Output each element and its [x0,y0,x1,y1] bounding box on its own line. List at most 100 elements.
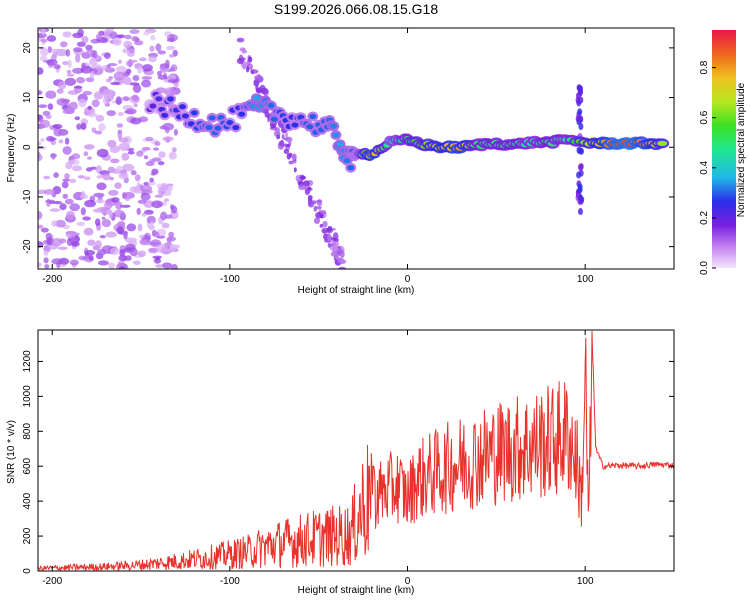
spectral-speckle [165,59,170,69]
spectral-speckle [157,161,165,166]
ridge-core [190,110,198,116]
spectral-speckle [104,200,113,210]
spectral-speckle [38,90,43,95]
snr-y-tick-label: 600 [22,457,33,474]
ridge-core [167,96,175,102]
spectral-speckle [119,249,126,257]
spectral-speckle [173,128,178,136]
spectral-tail [303,180,310,187]
spectral-speckle [160,184,169,191]
spectral-speckle [38,141,42,146]
spectral-speckle [80,191,86,198]
spectral-speckle [87,156,92,160]
spectral-speckle [136,150,144,157]
spectral-speckle [64,198,74,205]
spectral-speckle [51,237,63,247]
spectral-speckle [167,185,173,192]
spectral-speckle [53,127,63,137]
spectral-speckle [84,199,96,208]
chart-title: S199.2026.066.08.15.G18 [274,1,438,17]
spectral-speckle [94,240,102,249]
spectral-speckle [47,46,52,54]
spectral-speckle [155,43,162,52]
spectral-speckle [96,148,109,158]
ridge-core [330,123,338,129]
spectral-speckle [124,34,132,40]
spectral-speckle [73,47,83,53]
spectral-speckle [38,224,44,229]
spectral-speckle [148,55,157,63]
spectral-speckle [43,250,49,256]
spectral-speckle [81,62,86,70]
spectral-speckle [149,221,154,229]
spectral-speckle [57,80,67,90]
spectral-speckle [40,138,45,142]
spectral-speckle [45,199,56,203]
spectral-speckle [160,211,168,221]
spectral-tail [343,270,347,277]
spectral-speckle [76,41,86,47]
spectral-tail [308,201,315,208]
spectral-speckle [82,90,93,96]
spectrogram-x-tick-label: 0 [405,274,411,285]
spectral-speckle [110,158,120,164]
spectral-speckle [83,144,95,150]
spectral-speckle [166,45,176,51]
spectral-speckle [150,172,157,176]
spectral-speckle [96,182,107,191]
spectral-speckle [38,210,43,220]
spectral-tail [322,229,327,234]
spectral-speckle [126,48,135,57]
spectral-burst [576,171,582,179]
spectral-speckle [157,186,162,196]
spectral-speckle [126,223,137,232]
colorbar-ticks: 0.0 0.2 0.4 0.6 0.8 [699,60,716,275]
spectral-speckle [78,98,87,108]
spectral-speckle [91,99,100,108]
spectral-speckle [164,126,170,134]
spectral-speckle [104,52,111,59]
spectral-tail [313,217,321,224]
spectral-speckle [94,208,102,213]
spectral-speckle [155,256,161,261]
spectral-speckle [62,61,69,66]
spectrogram-y-tick-label: 20 [22,42,33,54]
spectral-speckle [117,111,124,117]
spectral-speckle [109,176,114,181]
snr-x-tick-label: 100 [577,576,594,587]
spectral-speckle [69,101,78,111]
spectral-speckle [90,49,96,58]
spectral-tail [298,184,306,190]
snr-y-tick-label: 800 [22,423,33,440]
spectral-tail [283,148,290,154]
spectral-speckle [98,123,106,132]
spectral-speckle [81,36,89,44]
spectral-speckle [64,173,70,180]
ridge-core [332,132,340,138]
spectral-speckle [62,109,75,115]
spectral-speckle [158,151,166,159]
spectral-tail [283,143,288,147]
spectral-speckle [57,246,68,250]
spectral-speckle [80,122,87,130]
spectral-speckle [121,192,127,200]
spectral-burst [578,208,583,215]
spectral-speckle [75,53,81,63]
spectral-speckle [84,249,96,256]
spectral-speckle [52,124,63,129]
ridge-core [161,112,169,118]
spectrogram-x-tick-label: 100 [577,274,594,285]
spectral-speckle [83,151,89,157]
spectral-speckle [74,116,81,121]
spectral-speckle [64,137,70,145]
spectral-speckle [124,243,136,251]
spectral-speckle [46,35,57,42]
snr-series-line [38,330,674,571]
spectral-speckle [95,33,102,40]
spectral-speckle [77,28,84,37]
spectral-speckle [69,259,79,266]
spectral-speckle [124,110,134,114]
spectral-speckle [71,153,81,160]
spectral-speckle [38,153,43,162]
